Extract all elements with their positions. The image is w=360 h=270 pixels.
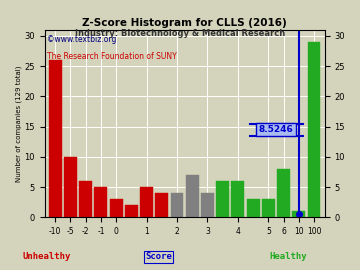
Bar <box>247 199 260 217</box>
Bar <box>201 193 214 217</box>
Title: Z-Score Histogram for CLLS (2016): Z-Score Histogram for CLLS (2016) <box>82 18 287 28</box>
Text: 8.5246: 8.5246 <box>258 125 293 134</box>
Bar <box>262 199 275 217</box>
Bar <box>307 42 320 217</box>
Bar <box>156 193 168 217</box>
Bar <box>171 193 184 217</box>
Bar <box>64 157 77 217</box>
Text: Industry: Biotechnology & Medical Research: Industry: Biotechnology & Medical Resear… <box>75 29 285 38</box>
Text: Score: Score <box>145 252 172 261</box>
Bar <box>79 181 92 217</box>
Bar <box>216 181 229 217</box>
Text: Unhealthy: Unhealthy <box>23 252 71 261</box>
Text: The Research Foundation of SUNY: The Research Foundation of SUNY <box>48 52 177 61</box>
Bar <box>292 211 305 217</box>
Y-axis label: Number of companies (129 total): Number of companies (129 total) <box>15 65 22 182</box>
Bar <box>49 60 62 217</box>
Bar <box>277 169 290 217</box>
Bar <box>231 181 244 217</box>
Text: Healthy: Healthy <box>269 252 307 261</box>
Bar <box>140 187 153 217</box>
Bar <box>186 175 199 217</box>
Text: ©www.textbiz.org: ©www.textbiz.org <box>48 35 117 45</box>
Bar <box>110 199 123 217</box>
Bar <box>94 187 107 217</box>
Bar <box>125 205 138 217</box>
